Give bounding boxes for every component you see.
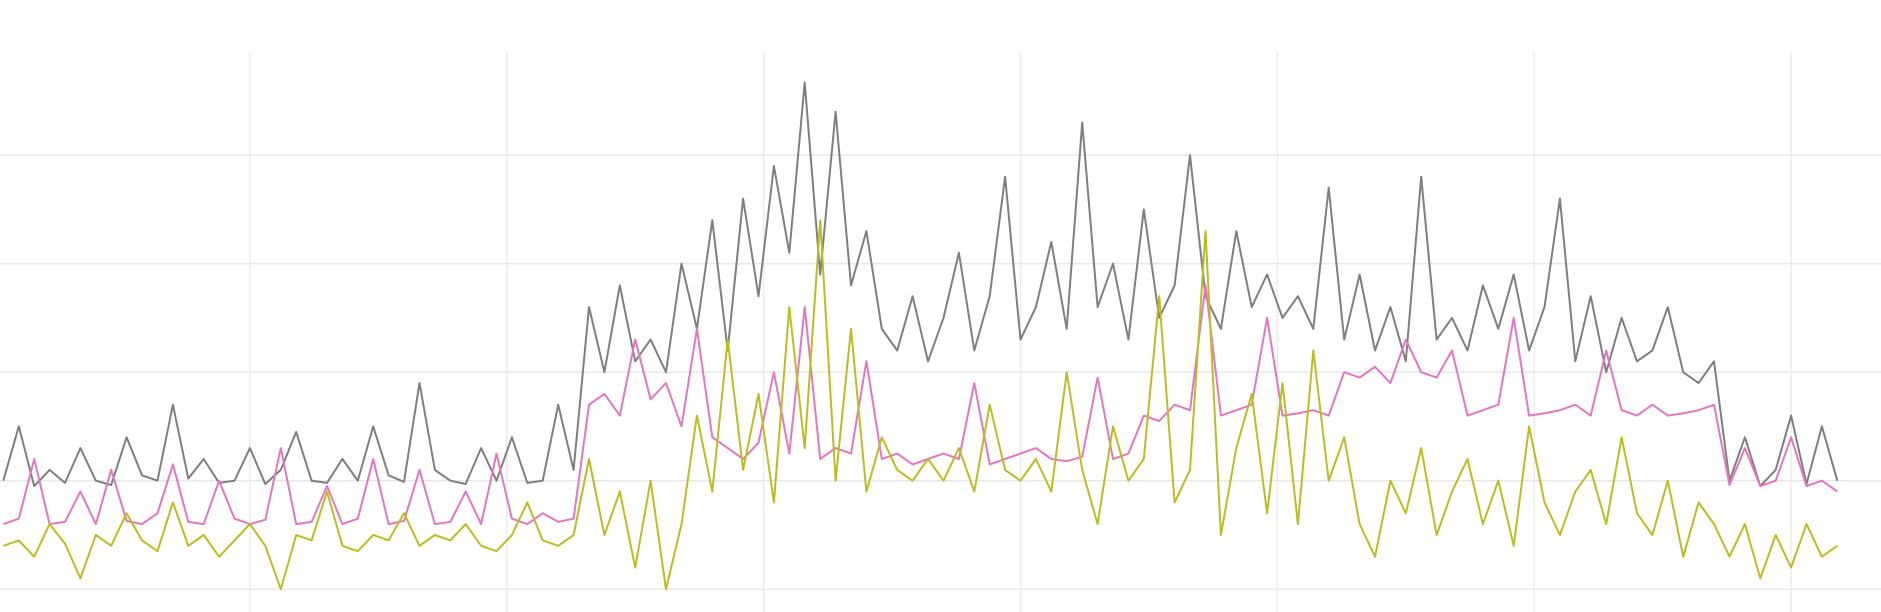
series-line xyxy=(2,284,1838,526)
series-line xyxy=(2,219,1838,591)
series-line xyxy=(2,81,1839,488)
